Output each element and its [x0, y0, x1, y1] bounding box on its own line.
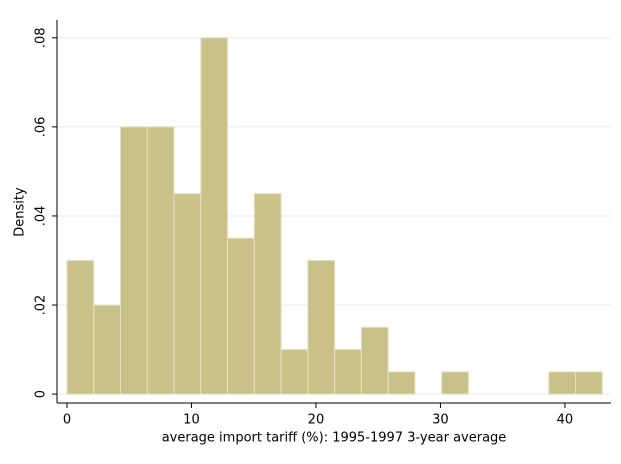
y-tick-label: .02	[34, 295, 49, 316]
bar	[200, 37, 229, 395]
bar	[119, 126, 148, 395]
x-tick-label: 30	[432, 413, 449, 428]
bar	[441, 371, 469, 395]
x-tick-label: 20	[308, 413, 325, 428]
bar	[253, 193, 282, 395]
x-tick-label: 40	[557, 413, 574, 428]
x-tick-label: 10	[183, 413, 200, 428]
bar	[575, 371, 603, 395]
x-tick-label: 0	[63, 413, 71, 428]
y-tick-label: .04	[34, 206, 49, 227]
bar	[173, 193, 202, 395]
bar	[146, 126, 175, 395]
bar	[280, 349, 309, 395]
x-axis-title: average import tariff (%): 1995-1997 3-y…	[162, 431, 507, 446]
y-tick-label: 0	[34, 390, 49, 398]
bar	[334, 349, 362, 395]
bar	[66, 259, 95, 395]
bar	[307, 259, 336, 395]
bar	[548, 371, 577, 395]
bar	[93, 304, 121, 395]
y-tick-label: .06	[34, 117, 49, 138]
y-axis-title: Density	[13, 187, 28, 237]
bar	[227, 237, 255, 395]
bar	[387, 371, 416, 395]
bar	[360, 326, 389, 395]
y-tick-label: .08	[34, 27, 49, 48]
